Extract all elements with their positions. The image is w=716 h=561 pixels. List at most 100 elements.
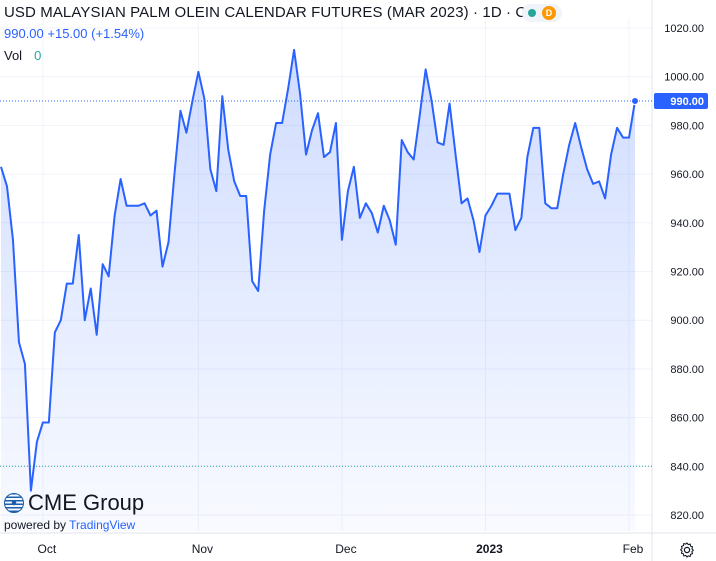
- data-point: [299, 93, 300, 94]
- data-point: [551, 208, 552, 209]
- area-fill: [1, 49, 635, 531]
- data-point: [569, 144, 570, 145]
- data-point: [18, 342, 19, 343]
- reference-line: [0, 100, 652, 467]
- data-point: [12, 239, 13, 240]
- volume-label: Vol: [4, 48, 23, 63]
- data-point: [593, 183, 594, 184]
- data-point: [401, 139, 402, 140]
- data-point: [132, 205, 133, 206]
- x-tick-label: Dec: [335, 542, 356, 556]
- data-point: [407, 152, 408, 153]
- data-point: [96, 334, 97, 335]
- y-tick-label: 1000.00: [664, 72, 704, 84]
- data-point: [467, 198, 468, 199]
- series-line: [0, 48, 639, 492]
- y-tick-label: 960.00: [670, 169, 704, 181]
- data-point: [311, 130, 312, 131]
- data-point: [276, 122, 277, 123]
- powered-by: powered by TradingView: [4, 518, 144, 532]
- gear-icon[interactable]: [678, 541, 696, 559]
- data-point: [66, 283, 67, 284]
- data-point: [168, 242, 169, 243]
- data-point: [216, 191, 217, 192]
- x-axis[interactable]: OctNovDec2023FebMa: [38, 542, 716, 556]
- data-point: [521, 217, 522, 218]
- data-point: [335, 122, 336, 123]
- data-point: [228, 149, 229, 150]
- data-point: [599, 181, 600, 182]
- data-point: [503, 193, 504, 194]
- y-tick-label: 900.00: [670, 315, 704, 327]
- price-change-readout: 990.00 +15.00 (+1.54%): [4, 26, 145, 41]
- data-point: [383, 205, 384, 206]
- data-point: [240, 195, 241, 196]
- data-point: [204, 98, 205, 99]
- data-point: [395, 244, 396, 245]
- data-point: [473, 220, 474, 221]
- area-fill-path: [1, 49, 635, 531]
- data-point: [545, 203, 546, 204]
- data-point: [359, 217, 360, 218]
- data-point: [0, 166, 1, 167]
- data-point: [102, 264, 103, 265]
- data-point: [515, 230, 516, 231]
- data-point: [610, 154, 611, 155]
- data-point: [108, 276, 109, 277]
- data-point: [60, 320, 61, 321]
- data-point: [90, 288, 91, 289]
- data-point: [174, 174, 175, 175]
- data-point: [581, 147, 582, 148]
- data-point: [497, 193, 498, 194]
- data-point: [455, 154, 456, 155]
- market-status-dot-icon: [528, 9, 536, 17]
- data-point: [419, 115, 420, 116]
- last-price-label: 990.00: [670, 96, 704, 108]
- volume-value: 0: [34, 48, 42, 63]
- data-point: [425, 69, 426, 70]
- y-axis[interactable]: 820.00 840.00 860.00 880.00 900.00 920.00 940.…: [664, 23, 704, 522]
- status-badges[interactable]: D: [522, 4, 562, 22]
- volume-readout: Vol 0: [4, 48, 41, 63]
- data-point: [616, 127, 617, 128]
- data-point: [138, 205, 139, 206]
- brand-logo[interactable]: CME Group powered by TradingView: [4, 490, 144, 532]
- last-price-label-group: 990.00: [654, 93, 708, 110]
- data-point: [144, 203, 145, 204]
- data-point: [72, 283, 73, 284]
- data-point: [287, 88, 288, 89]
- data-point: [413, 159, 414, 160]
- data-point: [437, 142, 438, 143]
- chart-title: USD MALAYSIAN PALM OLEIN CALENDAR FUTURE…: [4, 4, 550, 21]
- data-point: [264, 210, 265, 211]
- data-point: [431, 100, 432, 101]
- data-point: [36, 441, 37, 442]
- y-tick-label: 840.00: [670, 461, 704, 473]
- data-point: [557, 208, 558, 209]
- interval-badge: D: [542, 6, 556, 20]
- data-point: [479, 251, 480, 252]
- data-point: [186, 132, 187, 133]
- data-point: [575, 122, 576, 123]
- data-point: [42, 422, 43, 423]
- powered-brand: TradingView: [69, 518, 136, 532]
- data-point: [180, 110, 181, 111]
- data-point: [258, 290, 259, 291]
- data-point: [377, 232, 378, 233]
- data-point: [120, 178, 121, 179]
- data-point: [246, 195, 247, 196]
- y-tick-label: 820.00: [670, 510, 704, 522]
- powered-prefix: powered by: [4, 518, 67, 532]
- data-point: [156, 210, 157, 211]
- series-line-path: [0, 48, 636, 492]
- data-point: [84, 320, 85, 321]
- data-point: [533, 127, 534, 128]
- data-point: [527, 156, 528, 157]
- data-point: [252, 281, 253, 282]
- data-point: [24, 363, 25, 364]
- y-tick-label: 980.00: [670, 120, 704, 132]
- data-point: [329, 152, 330, 153]
- data-point: [371, 212, 372, 213]
- y-tick-label: 920.00: [670, 267, 704, 279]
